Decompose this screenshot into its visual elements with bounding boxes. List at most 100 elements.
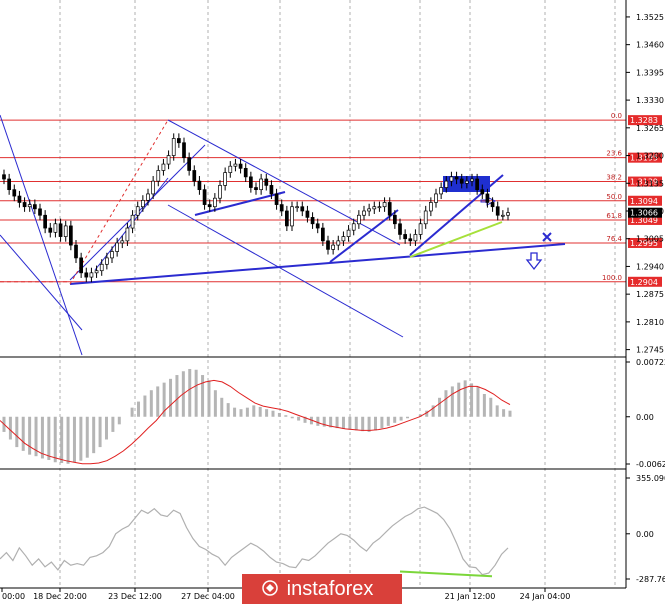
descending-channel-lower <box>167 204 404 338</box>
cci-y-tick-label-2: -287.7667 <box>636 575 665 584</box>
price-candles <box>2 133 510 283</box>
candle-body-52 <box>269 185 274 195</box>
axis-labels: 1.35251.34601.33951.33301.32651.32001.31… <box>2 13 665 601</box>
candle-body-37 <box>192 170 197 182</box>
candle-body-96 <box>495 206 500 216</box>
candle-body-59 <box>305 210 310 218</box>
candle-body-80 <box>413 234 418 242</box>
candle-body-3 <box>17 195 22 203</box>
candle-body-84 <box>434 193 438 203</box>
green-divergence-line-price <box>409 221 503 258</box>
price-y-tick-label-3: 1.3330 <box>636 96 664 105</box>
watermark-text: instaforex <box>287 578 374 600</box>
red-dashed-trend <box>69 119 169 285</box>
candle-body-87 <box>449 176 454 182</box>
fib-ratio-label-1: 23.6 <box>606 150 622 158</box>
candle-body-58 <box>300 206 305 212</box>
macd-y-tick-label-1: 0.00 <box>636 413 654 422</box>
fib-price-label-6: 1.2904 <box>630 278 658 287</box>
cci-line <box>0 506 509 576</box>
candle-body-38 <box>197 180 202 191</box>
candle-body-44 <box>228 165 233 173</box>
candle-body-74 <box>382 202 387 208</box>
candle-body-21 <box>110 251 114 259</box>
trend-drawings <box>0 114 566 356</box>
fib-ratio-label-6: 100.0 <box>602 274 622 282</box>
fib-price-tag-3 <box>628 195 662 206</box>
cci-y-tick-label-0: 355.0903 <box>636 474 665 483</box>
candle-body-26 <box>135 206 140 216</box>
candle-body-29 <box>151 180 155 195</box>
candle-body-36 <box>187 157 191 171</box>
candle-body-8 <box>43 214 47 229</box>
candle-body-89 <box>459 178 464 184</box>
fib-ratio-label-2: 38.2 <box>606 174 622 182</box>
trend-segment-2 <box>329 209 399 263</box>
candle-body-34 <box>177 138 181 144</box>
price-y-tick-label-10: 1.2875 <box>636 290 664 299</box>
candle-body-24 <box>125 227 130 242</box>
fib-ratio-label-5: 76.4 <box>606 235 622 243</box>
price-y-tick-label-8: 1.3005 <box>636 235 664 244</box>
candle-body-39 <box>202 189 207 205</box>
left-channel-line <box>0 114 83 356</box>
candle-body-55 <box>285 210 289 227</box>
fib-price-tag-4 <box>628 214 662 225</box>
candle-body-42 <box>218 185 222 199</box>
cci-y-tick-label-1: 0.00 <box>636 530 654 539</box>
grid-lines <box>59 0 616 588</box>
x-tick-label-1: 18 Dec 20:00 <box>33 592 87 601</box>
candle-body-64 <box>331 244 335 250</box>
candle-body-20 <box>105 257 109 265</box>
x-tick-label-6: 21 Jan 12:00 <box>445 592 496 601</box>
price-y-tick-label-12: 1.2745 <box>636 346 664 355</box>
candle-body-10 <box>53 223 58 233</box>
candle-body-9 <box>48 227 53 233</box>
long-support-line <box>69 243 566 285</box>
candle-body-12 <box>63 225 68 237</box>
candle-body-6 <box>33 204 37 210</box>
candle-body-91 <box>470 178 474 182</box>
fib-price-tag-5 <box>628 237 662 248</box>
axes <box>0 0 630 592</box>
candle-body-16 <box>84 272 89 278</box>
down-arrow-icon <box>525 252 543 271</box>
candle-body-71 <box>367 208 371 212</box>
candle-body-70 <box>362 210 366 216</box>
macd-pane <box>0 368 512 465</box>
watermark-logo-icon <box>262 580 278 596</box>
candle-body-7 <box>38 208 42 216</box>
candle-body-1 <box>7 178 11 191</box>
current-price-tag <box>628 207 662 218</box>
candle-body-18 <box>94 270 99 274</box>
candle-body-60 <box>310 217 315 225</box>
candle-body-81 <box>418 223 423 235</box>
candle-body-45 <box>233 163 238 167</box>
x-tick-label-7: 24 Jan 04:00 <box>520 592 571 601</box>
x-tick-label-3: 27 Dec 04:00 <box>181 592 235 601</box>
candle-body-51 <box>264 178 269 186</box>
x-tick-label-0: 00:00 <box>2 592 25 601</box>
fib-ratio-label-3: 50.0 <box>606 193 622 201</box>
candle-body-90 <box>465 180 469 184</box>
descending-channel-upper <box>167 119 401 246</box>
fib-price-label-2: 1.3139 <box>630 178 658 187</box>
candle-body-56 <box>290 206 294 227</box>
candle-body-23 <box>120 240 125 244</box>
candle-body-67 <box>346 229 351 237</box>
candle-body-66 <box>341 236 346 242</box>
candle-body-40 <box>207 204 212 208</box>
candle-body-43 <box>223 172 227 186</box>
candle-body-13 <box>69 225 73 246</box>
candle-body-5 <box>27 204 32 208</box>
cross-marker-icon <box>542 232 552 242</box>
price-y-tick-label-0: 1.3525 <box>636 13 664 22</box>
candle-body-19 <box>99 263 104 272</box>
candle-body-46 <box>238 163 243 169</box>
candle-body-76 <box>393 214 397 225</box>
candle-body-49 <box>254 187 258 191</box>
price-y-tick-label-11: 1.2810 <box>636 318 664 327</box>
candle-body-0 <box>2 174 6 180</box>
candle-body-75 <box>387 202 392 216</box>
candle-body-57 <box>295 206 299 209</box>
